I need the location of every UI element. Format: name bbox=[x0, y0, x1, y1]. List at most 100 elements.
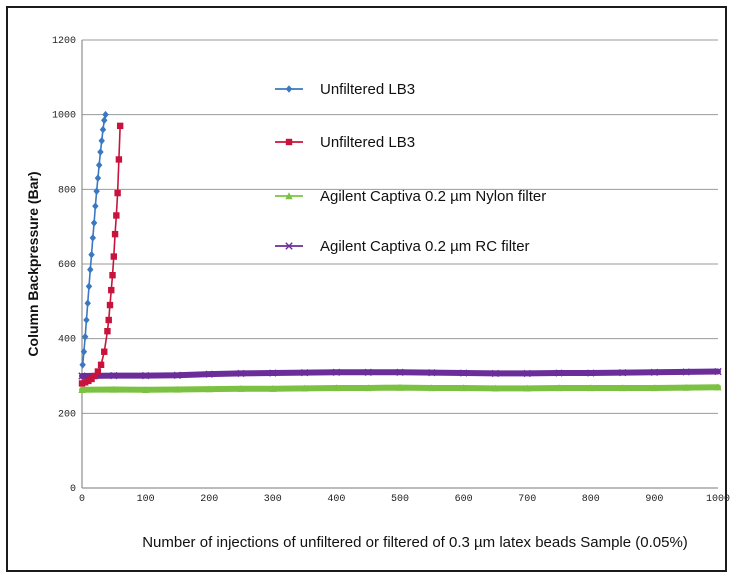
data-point-series-3 bbox=[269, 369, 277, 377]
data-point-series-3 bbox=[587, 369, 595, 377]
data-point-series-2 bbox=[332, 384, 341, 392]
data-point-series-2 bbox=[173, 385, 182, 393]
legend-label: Agilent Captiva 0.2 µm Nylon filter bbox=[320, 188, 546, 205]
markers-group bbox=[78, 110, 722, 394]
data-point-series-2 bbox=[682, 383, 690, 391]
x-tick-label: 100 bbox=[137, 494, 155, 505]
data-point-series-2 bbox=[714, 383, 722, 391]
x-tick-label: 1000 bbox=[706, 494, 730, 505]
tick-labels: 0 200 400 600 800 1000 1200 0 100 200 300 400 500 600… bbox=[52, 36, 730, 505]
data-point-series-1 bbox=[115, 156, 123, 163]
y-tick-label: 1200 bbox=[52, 36, 76, 47]
data-point-series-3 bbox=[428, 368, 436, 377]
y-tick-label: 800 bbox=[58, 185, 76, 196]
legend-label: Agilent Captiva 0.2 µm RC filter bbox=[320, 238, 530, 255]
x-tick-label: 800 bbox=[582, 494, 600, 505]
figure-frame bbox=[6, 6, 727, 572]
y-axis-title: Column Backpressure (Bar) bbox=[25, 171, 41, 356]
data-point-series-0 bbox=[98, 137, 105, 145]
data-point-series-0 bbox=[81, 333, 89, 341]
data-point-series-3 bbox=[555, 369, 563, 377]
data-point-series-3 bbox=[650, 368, 659, 376]
legend-label: Unfiltered LB3 bbox=[320, 81, 415, 98]
data-point-series-0 bbox=[93, 187, 100, 195]
data-point-series-1 bbox=[101, 348, 108, 355]
data-point-series-3 bbox=[459, 369, 468, 377]
gridlines bbox=[82, 39, 718, 414]
data-point-series-2 bbox=[205, 385, 213, 393]
data-point-series-1 bbox=[104, 328, 111, 335]
data-point-series-0 bbox=[92, 202, 99, 210]
data-point-series-2 bbox=[110, 385, 118, 393]
data-point-series-0 bbox=[88, 250, 95, 259]
data-point-series-3 bbox=[110, 371, 118, 380]
data-point-series-1 bbox=[91, 372, 98, 380]
data-point-series-2 bbox=[237, 384, 245, 392]
data-point-series-2 bbox=[396, 383, 404, 391]
data-point-series-2 bbox=[459, 384, 468, 392]
data-point-series-2 bbox=[428, 384, 436, 392]
data-point-series-2 bbox=[78, 386, 86, 394]
data-point-series-3 bbox=[237, 369, 245, 378]
data-point-series-2 bbox=[618, 384, 627, 392]
x-tick-label: 300 bbox=[264, 494, 282, 505]
data-point-series-2 bbox=[523, 384, 531, 392]
x-tick-label: 200 bbox=[200, 494, 218, 505]
x-tick-label: 700 bbox=[518, 494, 536, 505]
data-point-series-0 bbox=[99, 125, 107, 134]
data-point-series-1 bbox=[110, 253, 117, 260]
data-point-series-3 bbox=[364, 368, 372, 376]
data-point-series-1 bbox=[116, 122, 124, 130]
data-point-series-3 bbox=[618, 368, 627, 377]
data-point-series-2 bbox=[364, 384, 372, 392]
data-point-series-3 bbox=[491, 369, 500, 378]
data-point-series-1 bbox=[111, 230, 119, 238]
y-tick-label: 0 bbox=[70, 484, 76, 495]
x-axis-title: Number of injections of unfiltered or fi… bbox=[142, 534, 688, 551]
data-point-series-2 bbox=[300, 384, 309, 392]
y-tick-label: 400 bbox=[58, 335, 76, 346]
data-point-series-1 bbox=[108, 286, 115, 294]
data-point-series-3 bbox=[300, 368, 309, 377]
data-point-series-0 bbox=[95, 161, 103, 169]
data-point-series-3 bbox=[78, 372, 86, 380]
data-point-series-0 bbox=[80, 347, 88, 356]
data-point-series-0 bbox=[84, 299, 91, 307]
y-tick-label: 1000 bbox=[52, 111, 76, 122]
y-tick-label: 600 bbox=[58, 260, 76, 271]
data-point-series-0 bbox=[102, 110, 109, 119]
data-point-series-3 bbox=[332, 368, 341, 376]
data-point-series-2 bbox=[491, 384, 500, 392]
legend-swatch-marker bbox=[285, 138, 293, 146]
data-point-series-0 bbox=[101, 116, 108, 125]
axes bbox=[81, 40, 718, 489]
legend-label: Unfiltered LB3 bbox=[320, 134, 415, 151]
data-point-series-0 bbox=[87, 265, 94, 274]
legend: Unfiltered LB3 Unfiltered LB3 Agilent Capt… bbox=[275, 81, 546, 255]
data-point-series-2 bbox=[555, 384, 563, 392]
data-point-series-3 bbox=[523, 369, 531, 378]
data-point-series-0 bbox=[89, 234, 97, 242]
data-point-series-0 bbox=[90, 219, 98, 227]
data-point-series-1 bbox=[106, 301, 114, 309]
data-point-series-0 bbox=[83, 316, 90, 324]
data-point-series-2 bbox=[269, 384, 277, 392]
data-point-series-3 bbox=[205, 370, 213, 378]
data-point-series-3 bbox=[682, 368, 690, 376]
data-point-series-1 bbox=[114, 189, 121, 197]
legend-swatch-marker bbox=[285, 242, 293, 250]
data-point-series-3 bbox=[396, 368, 404, 376]
x-tick-label: 900 bbox=[645, 494, 663, 505]
data-point-series-3 bbox=[714, 367, 722, 376]
y-tick-label: 200 bbox=[58, 409, 76, 420]
data-point-series-2 bbox=[141, 386, 150, 394]
data-point-series-3 bbox=[173, 371, 182, 379]
legend-swatch-marker bbox=[285, 192, 293, 200]
data-point-series-1 bbox=[113, 212, 120, 219]
data-point-series-2 bbox=[587, 384, 595, 392]
data-point-series-0 bbox=[79, 361, 86, 369]
data-point-series-1 bbox=[105, 316, 112, 324]
data-point-series-0 bbox=[97, 148, 104, 156]
x-tick-label: 0 bbox=[79, 494, 85, 505]
